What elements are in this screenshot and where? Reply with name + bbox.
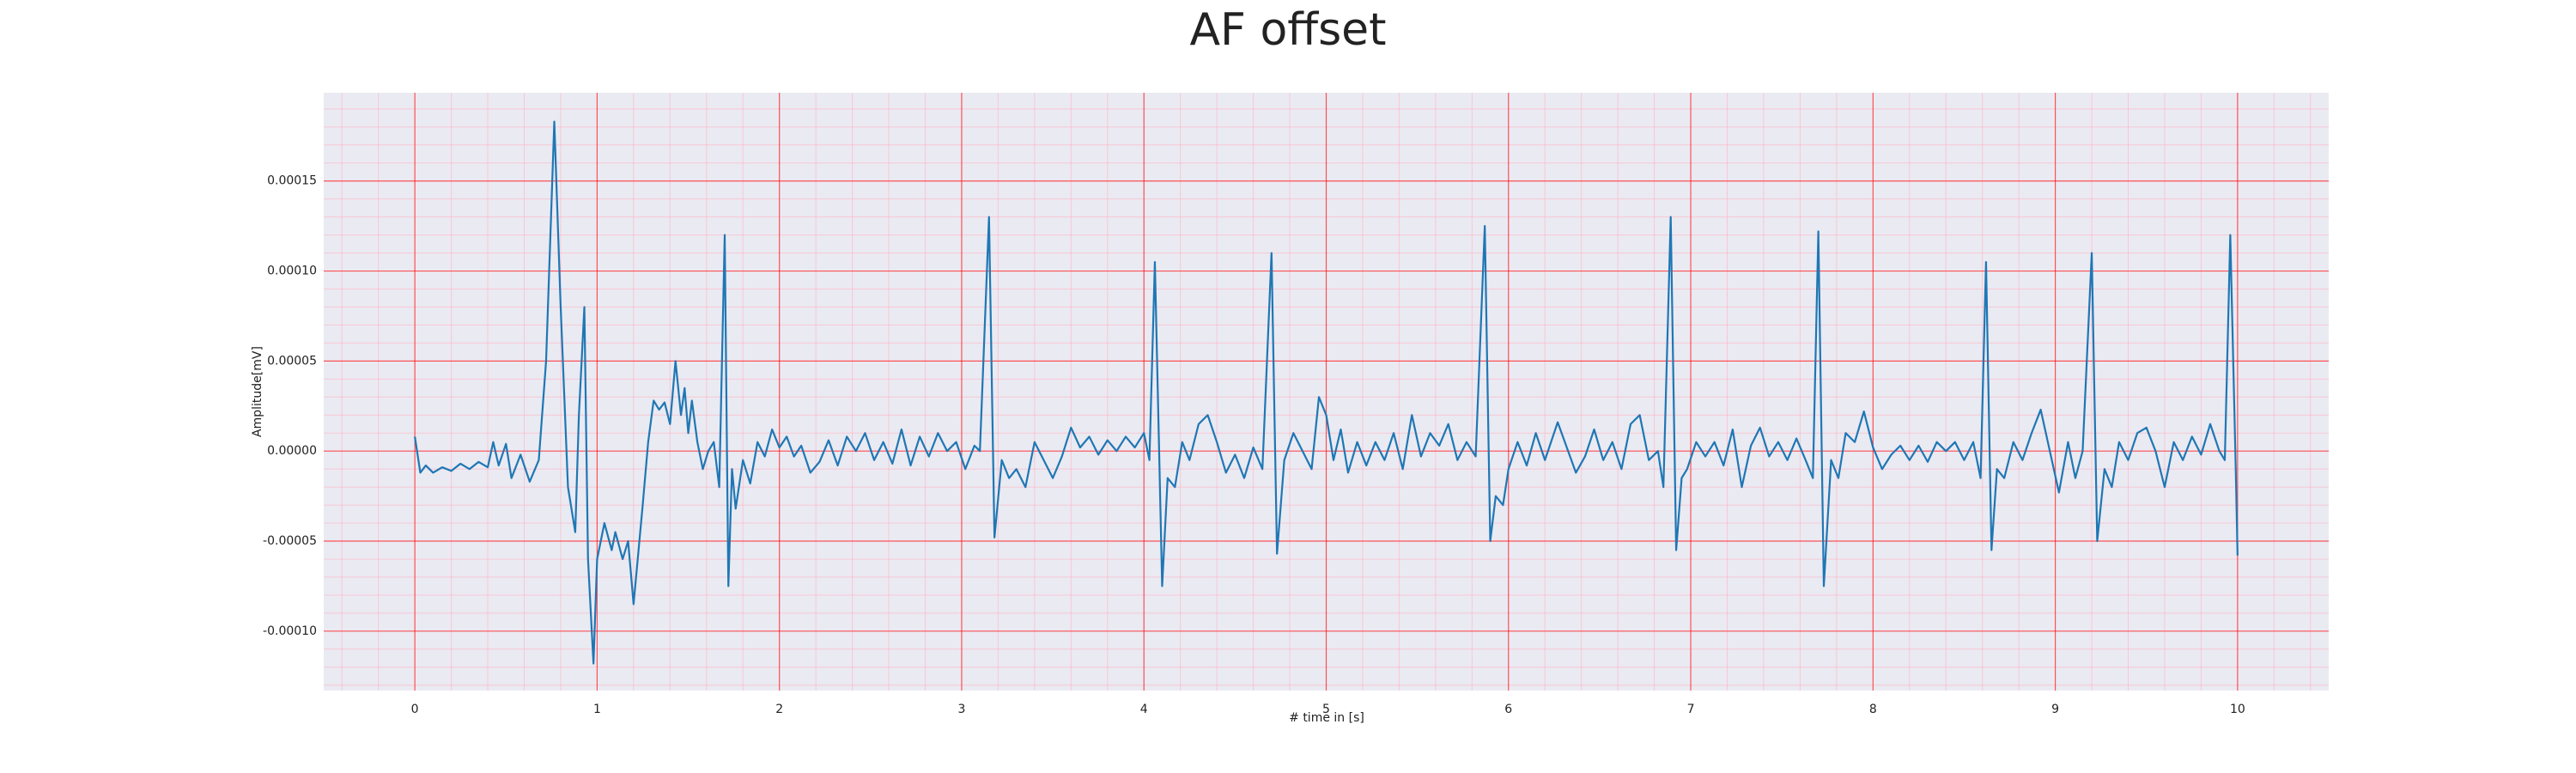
y-tick-label: -0.00005 xyxy=(263,534,317,548)
y-tick-label: 0.00010 xyxy=(267,265,317,278)
chart-title: AF offset xyxy=(1189,4,1386,56)
x-tick-label: 2 xyxy=(775,703,783,716)
y-tick-label: 0.00015 xyxy=(267,174,317,188)
y-tick-label: -0.00010 xyxy=(263,624,317,638)
x-axis-label: # time in [s] xyxy=(1289,711,1364,725)
x-tick-label: 3 xyxy=(957,703,965,716)
y-tick-label: 0.00005 xyxy=(267,354,317,368)
x-tick-label: 8 xyxy=(1869,703,1877,716)
x-tick-label: 9 xyxy=(2051,703,2059,716)
x-tick-label: 0 xyxy=(411,703,419,716)
x-tick-label: 6 xyxy=(1504,703,1512,716)
x-tick-label: 1 xyxy=(593,703,601,716)
x-tick-label: 5 xyxy=(1322,703,1330,716)
y-axis-label: Amplitude[mV] xyxy=(251,346,264,437)
x-tick-label: 7 xyxy=(1687,703,1695,716)
x-tick-label: 4 xyxy=(1140,703,1148,716)
signal-line xyxy=(414,120,2239,665)
x-tick-label: 10 xyxy=(2230,703,2245,716)
y-tick-label: 0.00000 xyxy=(267,444,317,458)
